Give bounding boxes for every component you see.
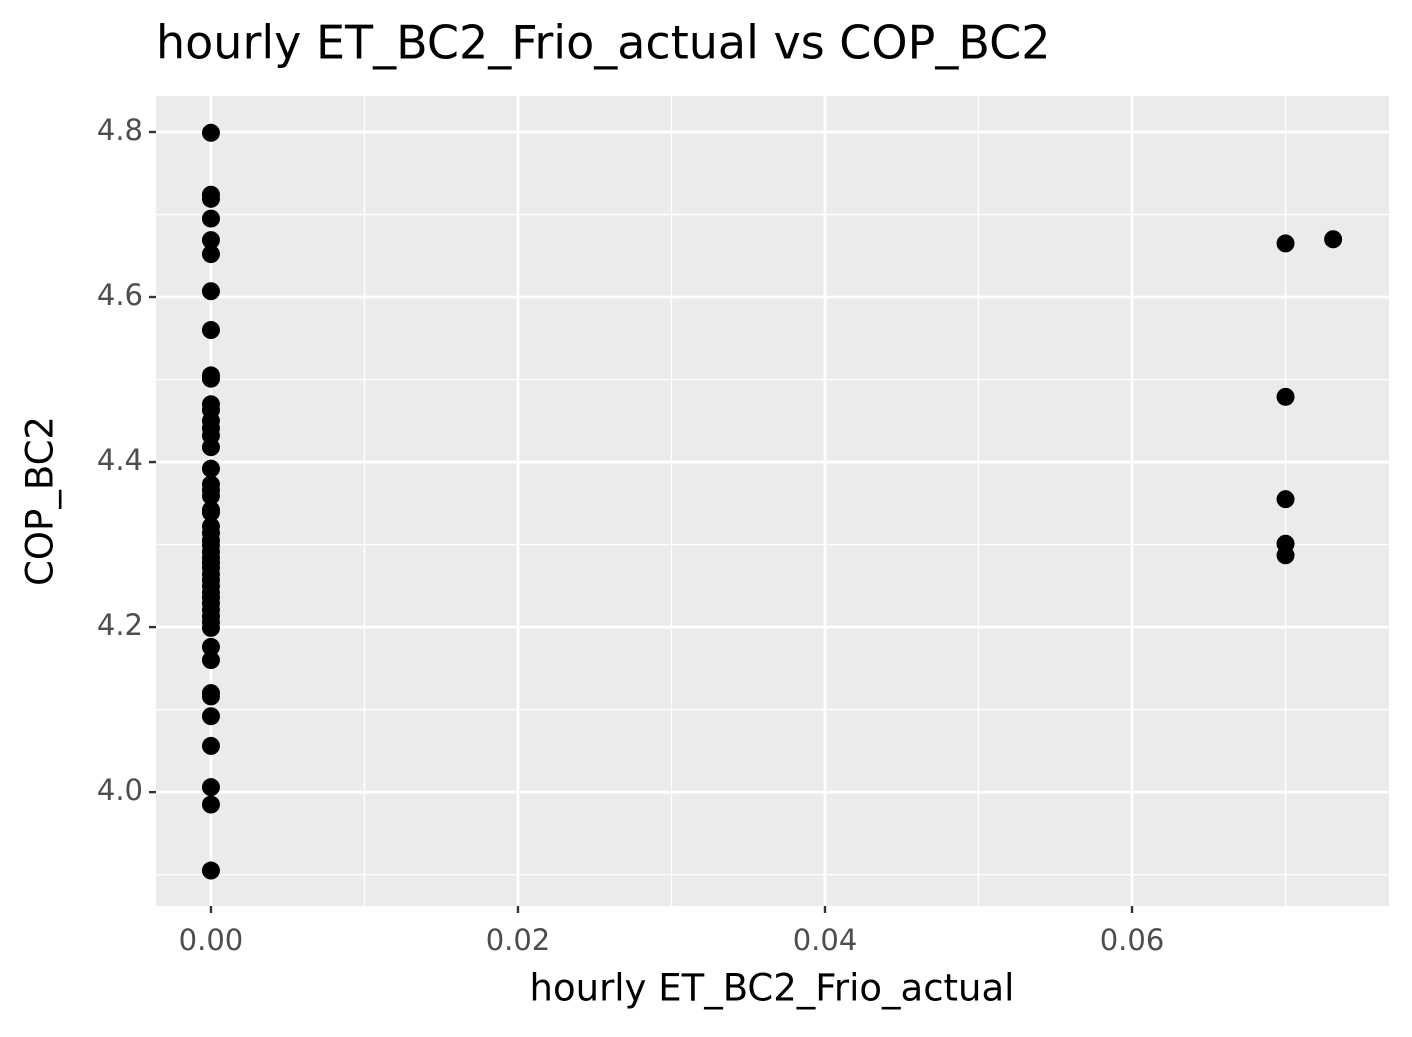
point: [201, 123, 220, 142]
x-tick-label: 0.00: [179, 923, 244, 957]
y-axis-title: COP_BC2: [19, 416, 62, 586]
x-tick-label: 0.02: [486, 923, 551, 957]
y-tick-label: 4.0: [97, 773, 143, 807]
point: [201, 369, 220, 388]
point: [201, 321, 220, 340]
y-tick-label: 4.2: [97, 608, 143, 642]
point: [201, 778, 220, 797]
point: [201, 486, 220, 505]
point: [1276, 546, 1295, 565]
point: [201, 209, 220, 228]
y-tick-label: 4.8: [97, 113, 143, 147]
point: [201, 736, 220, 755]
point: [201, 861, 220, 880]
point: [201, 618, 220, 637]
x-tick-label: 0.06: [1100, 923, 1165, 957]
point: [201, 503, 220, 522]
marks: [201, 123, 1343, 880]
chart-title: hourly ET_BC2_Frio_actual vs COP_BC2: [156, 16, 1051, 70]
point: [1276, 490, 1295, 509]
point: [201, 231, 220, 250]
point: [1276, 234, 1295, 253]
y-tick-label: 4.4: [97, 443, 143, 477]
x-tick-label: 0.04: [793, 923, 858, 957]
point: [201, 245, 220, 264]
point: [201, 637, 220, 656]
panel: [156, 96, 1389, 906]
point: [201, 438, 220, 457]
point: [201, 795, 220, 814]
point: [201, 651, 220, 670]
point: [1276, 387, 1295, 406]
x-axis-title: hourly ET_BC2_Frio_actual: [530, 967, 1015, 1010]
point: [201, 282, 220, 301]
point: [201, 707, 220, 726]
point: [1324, 230, 1343, 249]
point: [201, 687, 220, 706]
point: [201, 189, 220, 208]
grid: [156, 96, 1389, 906]
point: [201, 459, 220, 478]
y-tick-label: 4.6: [97, 278, 143, 312]
